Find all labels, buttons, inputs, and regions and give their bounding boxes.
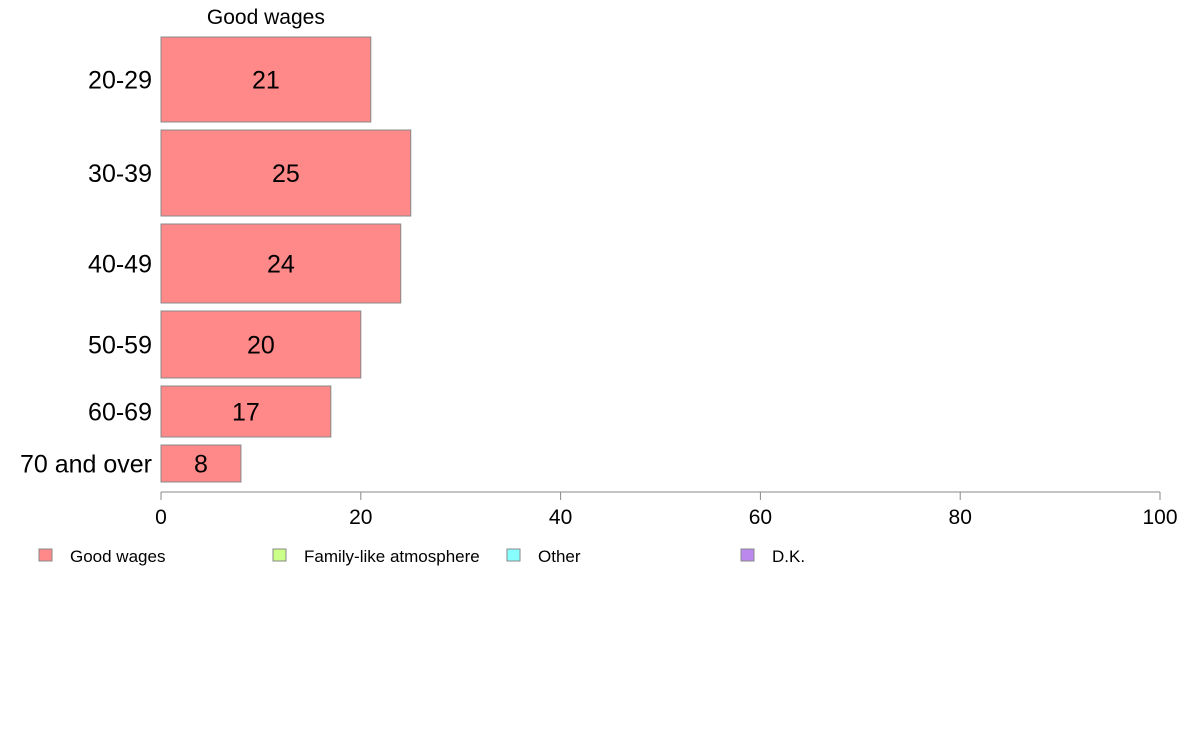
legend-swatch — [38, 548, 53, 562]
category-label: 30-39 — [88, 160, 152, 188]
bar-value-label: 20 — [247, 332, 275, 360]
bar-value-label: 25 — [272, 160, 300, 188]
bar-value-labels: 21 25 24 20 17 8 — [194, 67, 300, 479]
bar-good-wages — [160, 129, 412, 217]
legend: Good wages Family-like atmosphere Other D.K… — [38, 547, 805, 566]
legend-label: Family-like atmosphere — [304, 547, 480, 566]
category-label: 20-29 — [88, 67, 152, 95]
x-tick-label: 100 — [1142, 506, 1177, 529]
bar-good-wages — [160, 310, 362, 379]
legend-swatch — [506, 548, 521, 562]
legend-label: Other — [538, 547, 581, 566]
category-label: 60-69 — [88, 399, 152, 427]
category-labels: 20-29 30-39 40-49 50-59 60-69 70 and over — [20, 67, 152, 479]
segment-titles: Good wages — [207, 6, 325, 29]
x-tick-label: 0 — [155, 506, 167, 529]
x-axis: 0 20 40 60 80 100 — [155, 491, 1178, 529]
bar-value-label: 24 — [267, 251, 295, 279]
x-tick-label: 20 — [349, 506, 372, 529]
bars — [160, 36, 412, 483]
bar-good-wages — [160, 385, 332, 438]
legend-swatch — [740, 548, 755, 562]
category-label: 40-49 — [88, 251, 152, 279]
category-label: 70 and over — [20, 451, 152, 479]
bar-value-label: 21 — [252, 67, 280, 95]
x-tick-label: 60 — [749, 506, 772, 529]
x-tick-label: 80 — [949, 506, 972, 529]
bar-good-wages — [160, 444, 242, 483]
category-label: 50-59 — [88, 332, 152, 360]
bar-value-label: 17 — [232, 399, 260, 427]
legend-label: Good wages — [70, 547, 165, 566]
bar-good-wages — [160, 36, 372, 123]
bar-value-label: 8 — [194, 451, 208, 479]
legend-swatch — [272, 548, 287, 562]
bar-good-wages — [160, 223, 402, 304]
legend-label: D.K. — [772, 547, 805, 566]
x-tick-label: 40 — [549, 506, 572, 529]
segment-title: Good wages — [207, 6, 325, 29]
